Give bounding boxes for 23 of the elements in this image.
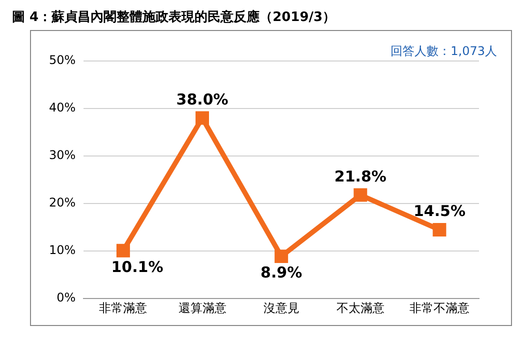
x-tick-label: 非常不滿意 (409, 300, 470, 315)
y-tick-label: 50% (49, 53, 76, 68)
y-tick-label: 10% (49, 243, 76, 258)
point (196, 111, 210, 125)
y-tick-label: 30% (49, 148, 76, 162)
x-tick-label: 還算滿意 (178, 300, 226, 315)
data-label: 10.1% (111, 258, 164, 276)
data-label: 38.0% (176, 90, 228, 108)
x-tick-label: 沒意見 (263, 300, 300, 315)
data-label: 14.5% (413, 202, 466, 220)
y-tick-label: 0% (56, 290, 76, 305)
chart-title: 圖 4：蘇貞昌內閣整體施政表現的民意反應（2019/3） (11, 8, 337, 27)
x-tick-label: 不太滿意 (336, 300, 384, 315)
text: 回答人數：1,073人 (390, 43, 497, 60)
point (274, 250, 288, 264)
data-label: 8.9% (260, 264, 302, 282)
y-tick-label: 20% (49, 196, 76, 210)
point (354, 188, 368, 202)
x-tick-label: 非常滿意 (99, 300, 148, 315)
y-tick-label: 40% (49, 100, 76, 115)
point (116, 244, 130, 258)
data-label: 21.8% (334, 167, 386, 186)
point (432, 222, 446, 236)
